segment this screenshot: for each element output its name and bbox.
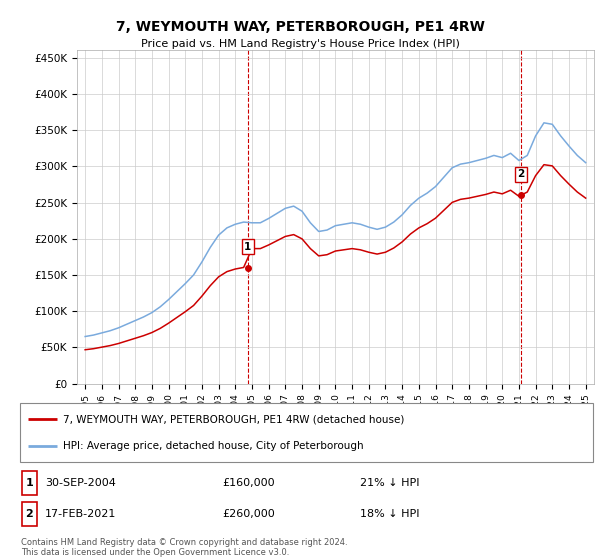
Text: 7, WEYMOUTH WAY, PETERBOROUGH, PE1 4RW (detached house): 7, WEYMOUTH WAY, PETERBOROUGH, PE1 4RW (… <box>63 414 404 424</box>
Text: 1: 1 <box>244 242 251 252</box>
Text: 7, WEYMOUTH WAY, PETERBOROUGH, PE1 4RW: 7, WEYMOUTH WAY, PETERBOROUGH, PE1 4RW <box>116 20 484 34</box>
Text: Price paid vs. HM Land Registry's House Price Index (HPI): Price paid vs. HM Land Registry's House … <box>140 39 460 49</box>
Text: HPI: Average price, detached house, City of Peterborough: HPI: Average price, detached house, City… <box>63 441 364 451</box>
Text: £160,000: £160,000 <box>222 478 275 488</box>
Text: 17-FEB-2021: 17-FEB-2021 <box>45 509 116 519</box>
Text: 18% ↓ HPI: 18% ↓ HPI <box>360 509 419 519</box>
Text: £260,000: £260,000 <box>222 509 275 519</box>
FancyBboxPatch shape <box>20 403 593 462</box>
Text: 2: 2 <box>517 169 524 179</box>
Text: 1: 1 <box>26 478 33 488</box>
Text: 21% ↓ HPI: 21% ↓ HPI <box>360 478 419 488</box>
Text: 30-SEP-2004: 30-SEP-2004 <box>45 478 116 488</box>
Text: 2: 2 <box>26 509 33 519</box>
Text: Contains HM Land Registry data © Crown copyright and database right 2024.
This d: Contains HM Land Registry data © Crown c… <box>21 538 347 557</box>
